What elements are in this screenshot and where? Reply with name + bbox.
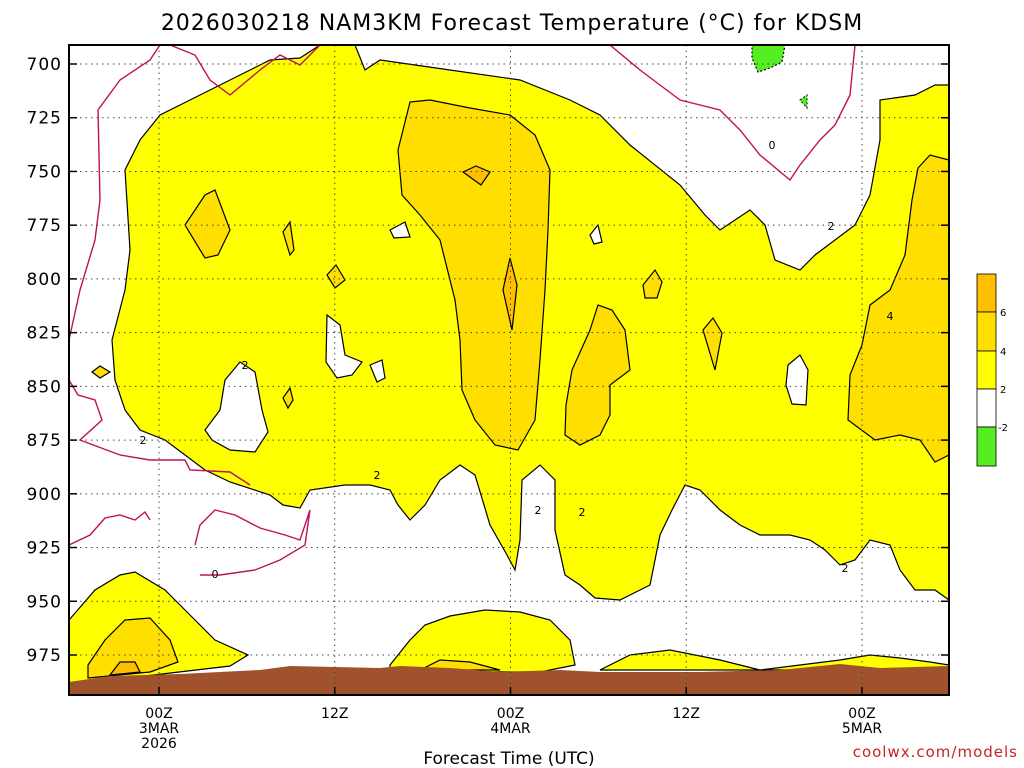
x-tick-label: 5MAR — [842, 721, 883, 737]
band-4-to-6-low-left — [87, 617, 179, 679]
x-tick-label: 2026 — [141, 736, 177, 752]
hole-right — [785, 354, 809, 406]
contour-label: 4 — [887, 310, 894, 323]
colorbar-label: 2 — [1000, 385, 1006, 396]
y-tick-label: 725 — [27, 109, 62, 129]
colorbar: 6 4 2 -2 — [976, 273, 1008, 467]
x-tick-label: 00Z — [497, 706, 524, 722]
band-2-to-4-low-right — [599, 649, 949, 671]
zero-contour-bottom-mid — [194, 509, 311, 576]
zero-contour-left — [69, 45, 161, 341]
y-tick-label: 950 — [27, 592, 62, 612]
hole-small-c — [389, 221, 411, 239]
x-tick-label: 00Z — [145, 706, 172, 722]
x-tick-label: 3MAR — [139, 721, 180, 737]
colorbar-label: 4 — [1000, 347, 1006, 358]
hole-small-d — [589, 223, 603, 245]
contour-labels: 0 0 2 2 2 2 2 2 2 4 — [140, 139, 894, 581]
band-4-to-6-bump — [564, 304, 631, 446]
blob-c — [326, 263, 346, 289]
hole-small-a — [325, 313, 363, 379]
band-4-to-6-center — [397, 99, 551, 451]
y-tick-label: 925 — [27, 539, 62, 559]
blob-g — [91, 365, 112, 379]
contour-label: 2 — [374, 469, 381, 482]
colorbar-swatch — [976, 350, 997, 390]
zero-contour-top-right — [609, 45, 856, 182]
x-tick-label: 00Z — [848, 706, 875, 722]
zero-contour-bottom-left — [69, 510, 151, 546]
y-tick-label: 900 — [27, 485, 62, 505]
temperature-fields — [69, 45, 949, 695]
colorbar-swatch — [976, 273, 997, 313]
colorbar-swatch — [976, 426, 997, 467]
y-tick-label: 700 — [27, 55, 62, 75]
credit: coolwx.com/models — [853, 743, 1018, 761]
zero-contour-top — [169, 45, 321, 96]
contour-label: 2 — [535, 504, 542, 517]
chart-title: 2026030218 NAM3KM Forecast Temperature (… — [161, 11, 863, 36]
zero-contour-left-low — [69, 379, 251, 486]
y-tick-label: 750 — [27, 162, 62, 182]
band-below-minus-2-b — [799, 94, 808, 110]
plot-frame — [68, 44, 950, 696]
contour-label: 2 — [579, 506, 586, 519]
x-axis-title: Forecast Time (UTC) — [423, 749, 594, 768]
y-tick-label: 825 — [27, 324, 62, 344]
contour-label: 2 — [140, 434, 147, 447]
blob-b — [282, 220, 295, 257]
colorbar-label: 6 — [1000, 308, 1006, 319]
ground — [69, 664, 949, 695]
hole-small-b — [369, 359, 386, 383]
y-tick-label: 875 — [27, 431, 62, 451]
contour-label: 2 — [828, 220, 835, 233]
contour-label: 0 — [769, 139, 776, 152]
y-tick-label: 975 — [27, 646, 62, 666]
colorbar-swatch — [976, 388, 997, 428]
x-tick-label: 4MAR — [490, 721, 531, 737]
band-below-minus-2 — [751, 45, 786, 73]
y-tick-label: 775 — [27, 216, 62, 236]
blob-f — [282, 386, 294, 410]
x-tick-label: 12Z — [673, 706, 700, 722]
contour-label: 0 — [212, 568, 219, 581]
hole-left — [204, 361, 269, 453]
contour-label: 2 — [842, 562, 849, 575]
grid — [69, 45, 949, 695]
contour-label: 2 — [242, 359, 249, 372]
band-6-plus-low-left — [108, 661, 141, 676]
band-4-to-6-right — [847, 154, 949, 463]
blob-e — [702, 316, 723, 371]
zero-contours — [69, 45, 856, 576]
blob-a — [184, 189, 231, 259]
blob-d — [642, 268, 663, 299]
colorbar-label: -2 — [998, 423, 1008, 434]
y-tick-label: 800 — [27, 270, 62, 290]
band-6-plus-small — [461, 165, 491, 186]
y-axis: 700 725 750 775 800 825 850 875 900 925 950 975 — [27, 55, 949, 666]
colorbar-swatch — [976, 311, 997, 352]
y-tick-label: 850 — [27, 377, 62, 397]
x-tick-label: 12Z — [321, 706, 348, 722]
